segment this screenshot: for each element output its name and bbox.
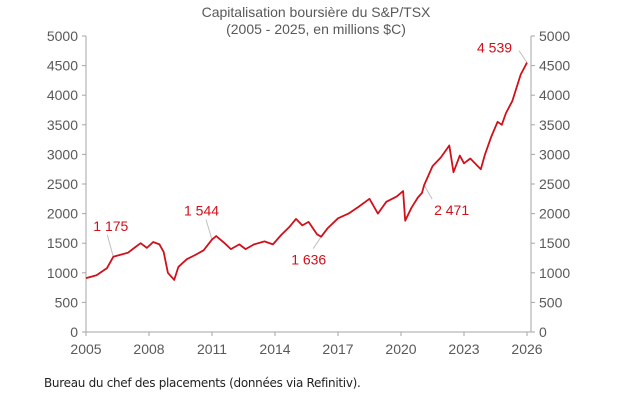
x-tick-label: 2026 — [511, 341, 542, 357]
y-tick-label-right: 2500 — [539, 176, 570, 192]
y-tick-label-right: 500 — [539, 294, 563, 310]
y-tick-label-right: 4500 — [539, 58, 570, 74]
y-tick-label-right: 4000 — [539, 87, 570, 103]
y-tick-label-left: 3000 — [47, 146, 78, 162]
x-tick-label: 2017 — [322, 341, 353, 357]
y-tick-label-right: 5000 — [539, 28, 570, 44]
y-tick-label-left: 1500 — [47, 235, 78, 251]
y-tick-label-left: 5000 — [47, 28, 78, 44]
y-tick-label-left: 3500 — [47, 117, 78, 133]
y-tick-label-right: 3000 — [539, 146, 570, 162]
annotation-leader — [518, 50, 528, 63]
annotation-label: 1 175 — [93, 218, 128, 234]
annotation-label: 1 636 — [291, 252, 326, 268]
series-line — [85, 62, 528, 281]
annotation-leader — [423, 184, 433, 200]
x-tick-label: 2014 — [259, 341, 290, 357]
x-tick-label: 2008 — [133, 341, 164, 357]
footnote: Bureau du chef des placements (données v… — [44, 376, 361, 390]
y-tick-label-right: 0 — [539, 324, 547, 340]
annotation-label: 1 544 — [184, 203, 219, 219]
y-tick-label-left: 4500 — [47, 58, 78, 74]
chart-subtitle: (2005 - 2025, en millions $C) — [226, 21, 406, 37]
annotation-leader — [106, 234, 114, 257]
y-tick-label-left: 2000 — [47, 206, 78, 222]
annotation-label: 2 471 — [434, 202, 469, 218]
y-tick-label-right: 2000 — [539, 206, 570, 222]
x-tick-label: 2020 — [385, 341, 416, 357]
y-tick-label-left: 500 — [55, 294, 79, 310]
y-tick-label-left: 0 — [70, 324, 78, 340]
annotation-leader — [205, 219, 213, 240]
x-tick-label: 2011 — [197, 341, 227, 357]
y-tick-label-right: 1500 — [539, 235, 570, 251]
annotation-leader — [312, 236, 322, 249]
y-tick-label-left: 1000 — [47, 265, 78, 281]
x-tick-label: 2005 — [70, 341, 101, 357]
y-tick-label-right: 1000 — [539, 265, 570, 281]
x-tick-label: 2023 — [448, 341, 479, 357]
y-tick-label-left: 2500 — [47, 176, 78, 192]
annotation-label: 4 539 — [477, 40, 512, 56]
chart-title: Capitalisation boursière du S&P/TSX — [202, 4, 431, 20]
y-tick-label-right: 3500 — [539, 117, 570, 133]
y-tick-label-left: 4000 — [47, 87, 78, 103]
